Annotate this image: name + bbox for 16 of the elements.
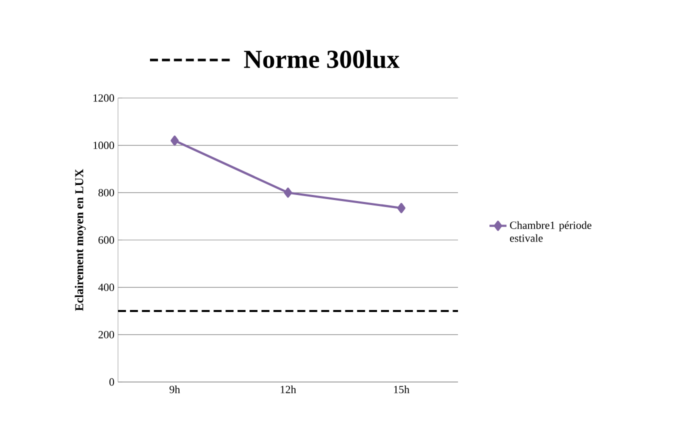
x-tick-label: 9h: [170, 386, 180, 394]
legend-label: Norme 300lux: [244, 50, 400, 68]
point: [397, 202, 406, 214]
y-tick-label: 1000: [94, 142, 114, 150]
legend-label: Chambre1 période estivale: [510, 221, 592, 242]
point: [284, 188, 292, 198]
x-tick-label: 15h: [394, 386, 410, 394]
y-tick-label: 1200: [94, 94, 114, 102]
y-tick-label: 400: [98, 284, 114, 292]
y-tick-label: 600: [98, 236, 114, 244]
x-tick-label: 12h: [280, 386, 296, 394]
y-axis-title: Eclairement moyen en LUX: [74, 169, 86, 311]
y-tick-label: 800: [98, 188, 114, 196]
y-tick-label: 200: [98, 330, 114, 338]
y-tick-label: 0: [109, 378, 114, 386]
point: [170, 136, 179, 146]
